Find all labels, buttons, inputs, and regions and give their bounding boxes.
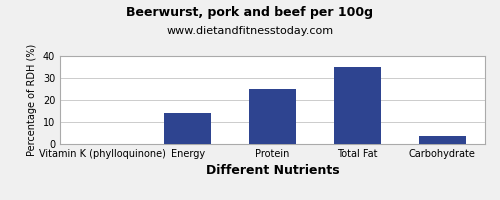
Bar [419, 136, 466, 144]
Bar [249, 89, 296, 144]
Text: Beerwurst, pork and beef per 100g: Beerwurst, pork and beef per 100g [126, 6, 374, 19]
Bar [334, 67, 381, 144]
Text: www.dietandfitnesstoday.com: www.dietandfitnesstoday.com [166, 26, 334, 36]
Bar [164, 113, 211, 144]
X-axis label: Different Nutrients: Different Nutrients [206, 164, 340, 177]
Y-axis label: Percentage of RDH (%): Percentage of RDH (%) [27, 44, 37, 156]
